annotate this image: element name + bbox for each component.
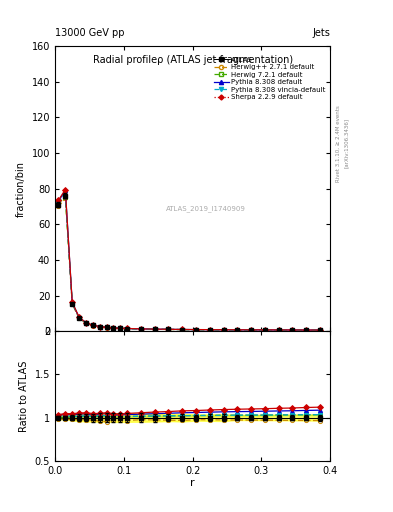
Legend: ATLAS, Herwig++ 2.7.1 default, Herwig 7.2.1 default, Pythia 8.308 default, Pythi: ATLAS, Herwig++ 2.7.1 default, Herwig 7.… (212, 55, 327, 102)
Text: ATLAS_2019_I1740909: ATLAS_2019_I1740909 (166, 205, 246, 212)
Text: Rivet 3.1.10, ≥ 2.4M events: Rivet 3.1.10, ≥ 2.4M events (336, 105, 341, 182)
Y-axis label: Ratio to ATLAS: Ratio to ATLAS (19, 360, 29, 432)
Text: 13000 GeV pp: 13000 GeV pp (55, 28, 125, 38)
Text: [arXiv:1306.3436]: [arXiv:1306.3436] (344, 118, 349, 168)
Text: Jets: Jets (312, 28, 330, 38)
Text: Radial profileρ (ATLAS jet fragmentation): Radial profileρ (ATLAS jet fragmentation… (92, 55, 293, 65)
X-axis label: r: r (190, 478, 195, 488)
Y-axis label: fraction/bin: fraction/bin (16, 161, 26, 217)
